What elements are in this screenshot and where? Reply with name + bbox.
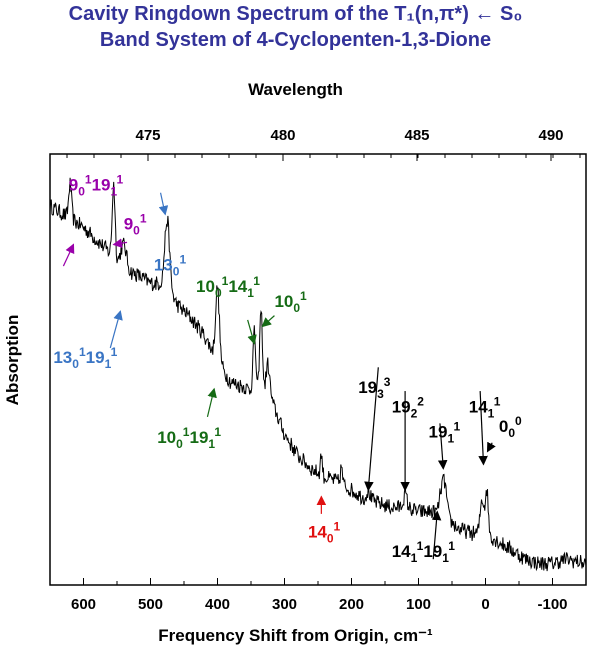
annotation-arrow-a-10-19 [206,387,217,418]
x-tick-label: 500 [138,596,163,613]
annotation-arrow-a-10-14 [247,319,257,345]
band-annotations: 9011911 901 1301 13011911 10011411 1001 … [53,173,522,565]
annotation-a-19-1: 1911 [429,420,461,446]
x-tick-label: 200 [339,596,364,613]
annotation-a-10-14: 10011411 [196,274,260,300]
annotation-a-13: 1301 [154,252,187,278]
top-tick-label: 475 [135,127,160,144]
top-axis-label: Wavelength [248,80,343,99]
annotation-a-14-19: 14111911 [392,539,456,565]
annotation-a-14-0: 1401 [308,520,341,546]
annotation-a-10: 1001 [274,289,307,315]
x-tick-label: -100 [537,596,567,613]
annotation-a-9: 901 [124,211,147,237]
annotation-a-19-3: 1933 [358,375,391,401]
x-axis-label: Frequency Shift from Origin, cm⁻¹ [158,626,433,645]
top-axis-ticks: 475 480 485 490 [66,127,581,161]
annotation-arrow-a-14 [478,391,488,466]
bottom-axis-ticks: 600 500 400 300 200 100 0 -100 [49,578,587,613]
annotation-arrow-a-19-3 [364,367,379,492]
annotation-arrow-a-10 [261,315,275,328]
x-tick-label: 100 [406,596,431,613]
top-tick-label: 480 [270,127,295,144]
annotation-arrow-a-14-19 [431,510,442,560]
annotation-a-10-19: 10011911 [157,425,221,451]
spectrum-line [49,177,587,572]
annotation-a-19-2: 1922 [392,395,425,421]
annotation-a-9-19: 9011911 [69,173,124,199]
x-tick-label: 300 [272,596,297,613]
chart-title-line1: Cavity Ringdown Spectrum of the T₁(n,π*)… [68,3,523,25]
y-axis-label: Absorption [3,315,22,406]
annotation-arrow-a-00 [486,441,496,453]
x-tick-label: 600 [71,596,96,613]
top-tick-label: 485 [404,127,429,144]
chart-title-line2: Band System of 4-Cyclopenten-1,3-Dione [99,29,492,51]
x-tick-label: 0 [481,596,489,613]
annotation-arrow-a-13 [158,192,169,216]
annotation-arrow-a-9 [112,238,128,248]
annotation-a-14: 1411 [469,395,501,421]
annotation-arrow-a-13-19 [109,310,123,349]
annotation-arrow-a-9-19 [62,243,75,267]
x-tick-label: 400 [205,596,230,613]
annotation-a-00: 000 [499,414,522,440]
annotation-arrow-a-19-1 [437,423,448,470]
top-tick-label: 490 [538,127,563,144]
annotation-a-13-19: 13011911 [53,345,117,371]
